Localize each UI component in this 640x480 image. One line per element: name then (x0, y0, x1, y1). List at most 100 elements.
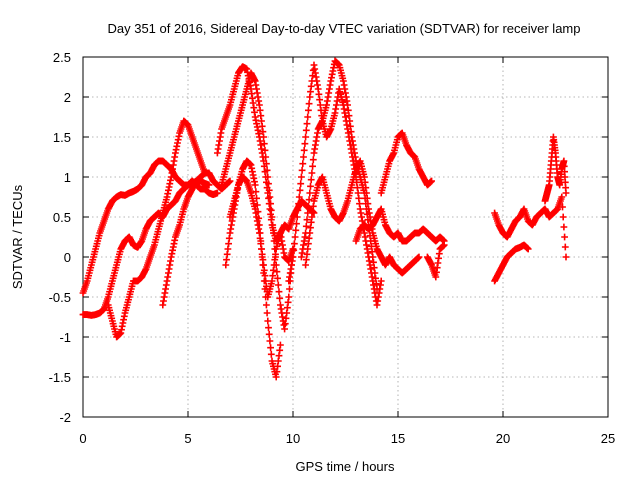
data-point (305, 196, 313, 204)
data-point (304, 209, 312, 217)
data-point (562, 189, 570, 197)
data-point (299, 160, 307, 168)
data-point (290, 246, 298, 254)
data-point (559, 203, 566, 211)
data-point (309, 162, 316, 170)
data-point (263, 160, 270, 168)
data-point (260, 133, 267, 141)
y-tick-label: -1 (59, 330, 71, 345)
x-tick-label: 20 (496, 431, 510, 446)
data-point (301, 140, 309, 148)
data-point (270, 229, 277, 237)
data-point (267, 206, 275, 214)
data-point (265, 330, 273, 338)
data-point (298, 173, 305, 181)
data-point (265, 180, 272, 188)
data-point (295, 200, 302, 208)
data-point (276, 294, 284, 302)
data-point (303, 120, 311, 128)
data-point (561, 233, 568, 241)
y-tick-label: 2.5 (53, 50, 71, 65)
data-point (308, 169, 316, 177)
data-point (261, 146, 269, 154)
y-tick-label: -0.5 (49, 290, 71, 305)
data-point (285, 293, 293, 301)
data-point (302, 222, 310, 230)
y-axis-label: SDTVAR / TECUs (10, 184, 25, 289)
data-point (263, 309, 271, 317)
data-point (303, 216, 311, 224)
data-point (559, 213, 567, 221)
data-point (310, 209, 318, 217)
data-point (226, 177, 234, 185)
data-point (524, 245, 532, 253)
data-point (428, 177, 435, 185)
data-point (263, 166, 271, 174)
data-point (298, 166, 306, 174)
x-tick-label: 5 (184, 431, 191, 446)
data-point (267, 200, 274, 208)
data-point (277, 341, 284, 349)
data-point (265, 324, 272, 332)
x-tick-label: 15 (391, 431, 405, 446)
data-points (79, 57, 570, 381)
data-point (558, 193, 566, 201)
data-point (292, 226, 300, 234)
data-point (415, 253, 423, 261)
data-point (294, 206, 302, 214)
data-point (266, 193, 274, 201)
y-tick-label: 1 (64, 170, 71, 185)
data-point (562, 253, 570, 261)
data-point (302, 126, 310, 134)
data-point (373, 285, 381, 293)
y-tick-label: 1.5 (53, 130, 71, 145)
data-point (291, 233, 299, 241)
axis-ticks (82, 56, 609, 418)
data-point (265, 186, 273, 194)
data-point (214, 189, 221, 197)
data-point (307, 176, 315, 184)
data-point (440, 241, 448, 249)
data-point (251, 181, 259, 189)
data-point (264, 317, 272, 325)
data-point (205, 181, 213, 189)
x-tick-label: 25 (601, 431, 615, 446)
data-point (305, 100, 313, 108)
data-point (275, 288, 283, 296)
data-point (268, 213, 276, 221)
tick-labels: 0 5 10 15 20 25 -2 -1.5 -1 -0.5 0 0.5 1 1.5 2 2.5 (49, 50, 616, 446)
data-point (274, 274, 281, 282)
data-point (295, 193, 303, 201)
data-point (306, 189, 314, 197)
data-point (304, 113, 312, 121)
data-point (300, 146, 308, 154)
data-point (309, 156, 317, 164)
data-point (267, 344, 274, 352)
data-point (262, 153, 270, 161)
y-tick-label: -2 (59, 410, 71, 425)
y-tick-label: -1.5 (49, 370, 71, 385)
data-point (305, 106, 312, 114)
data-point (273, 268, 281, 276)
data-point (269, 221, 277, 229)
data-point (293, 213, 301, 221)
y-tick-label: 2 (64, 90, 71, 105)
data-point (296, 186, 304, 194)
data-point (263, 301, 270, 309)
data-point (297, 180, 305, 188)
data-point (266, 337, 274, 345)
x-axis-label: GPS time / hours (296, 459, 395, 474)
x-tick-label: 0 (79, 431, 86, 446)
data-point (289, 253, 297, 261)
x-tick-label: 10 (286, 431, 300, 446)
plot-frame (82, 56, 609, 418)
data-point (260, 140, 268, 148)
data-point (307, 182, 314, 190)
chart-title: Day 351 of 2016, Sidereal Day-to-day VTE… (107, 21, 580, 36)
data-point (561, 243, 569, 251)
data-point (300, 153, 307, 161)
data-point (286, 285, 293, 293)
data-point (377, 277, 385, 285)
data-point (264, 173, 272, 181)
